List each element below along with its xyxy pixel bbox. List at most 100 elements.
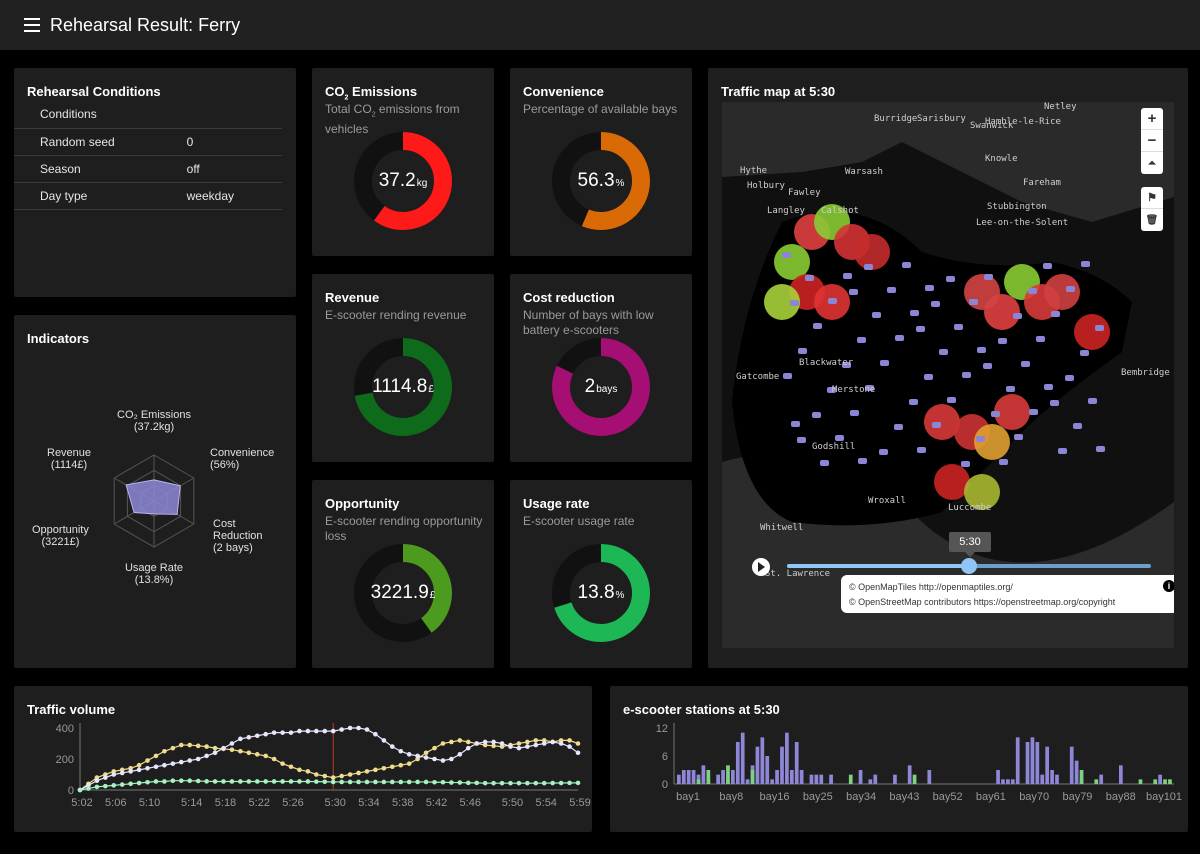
- data-point: [440, 779, 446, 785]
- bar: [726, 765, 730, 784]
- data-point: [195, 743, 201, 749]
- data-point: [297, 779, 302, 784]
- vehicle-marker: [954, 324, 963, 330]
- data-point: [195, 756, 201, 762]
- data-point: [271, 730, 277, 735]
- compass-button[interactable]: ⏶: [1148, 157, 1156, 169]
- traffic-map[interactable]: Netley Hamble-le-Rice Hythe Holbury Warsash B…: [722, 102, 1174, 648]
- vehicle-marker: [991, 411, 1000, 417]
- app-title: Rehearsal Result: Ferry: [50, 14, 241, 35]
- data-point: [145, 779, 150, 785]
- vehicle-marker: [961, 461, 970, 467]
- data-point: [533, 742, 539, 748]
- data-point: [356, 779, 361, 785]
- info-icon[interactable]: i: [1163, 580, 1174, 592]
- gauge-value: 13.8%: [510, 582, 692, 604]
- bar: [716, 774, 720, 784]
- x-tick-label: bay16: [760, 791, 790, 803]
- vehicle-marker: [895, 335, 904, 341]
- data-point: [533, 780, 539, 786]
- data-point: [474, 780, 480, 786]
- data-point: [516, 780, 522, 786]
- vehicle-marker: [976, 436, 985, 442]
- play-button[interactable]: [752, 558, 770, 576]
- attribution-line[interactable]: © OpenMapTiles http://openmaptiles.org/: [849, 582, 1013, 592]
- vehicle-marker: [917, 447, 926, 453]
- data-point: [541, 780, 547, 786]
- vehicle-marker: [909, 399, 918, 405]
- bar: [1158, 774, 1162, 784]
- vehicle-marker: [843, 273, 852, 279]
- bookmark-button[interactable]: ⚑: [1141, 187, 1163, 209]
- vehicle-marker: [1065, 375, 1074, 381]
- gauge-value: 2bays: [510, 376, 692, 398]
- data-point: [508, 780, 513, 786]
- bar: [696, 779, 701, 784]
- bar: [1025, 742, 1030, 784]
- radar-label-opportunity: Opportunity (3221£): [32, 524, 89, 548]
- x-tick-label: bay88: [1106, 791, 1136, 803]
- delete-button[interactable]: 🗑: [1145, 214, 1159, 226]
- vehicle-marker: [946, 276, 955, 282]
- data-point: [238, 779, 243, 784]
- data-point: [457, 738, 463, 743]
- map-place-label: Calshot: [821, 206, 859, 216]
- traffic-cluster: [924, 404, 960, 440]
- traffic-cluster: [964, 474, 1000, 510]
- map-place-label: Burridge: [874, 114, 918, 124]
- zoom-out-button[interactable]: −: [1141, 130, 1163, 152]
- traffic-cluster: [974, 424, 1010, 460]
- bar: [907, 765, 912, 784]
- time-slider-thumb[interactable]: [961, 558, 977, 574]
- bar: [770, 779, 775, 784]
- data-point: [449, 739, 454, 745]
- vehicle-marker: [910, 310, 919, 316]
- map-place-label: Swanwick: [970, 121, 1014, 131]
- x-tick-label: 5:14: [181, 797, 202, 809]
- data-point: [145, 758, 150, 763]
- map-canvas[interactable]: [722, 102, 1174, 648]
- radar-label-revenue: Revenue (1114£): [47, 447, 91, 471]
- menu-icon[interactable]: [24, 18, 40, 32]
- data-point: [314, 779, 319, 784]
- zoom-in-button[interactable]: +: [1141, 108, 1163, 130]
- gauge-value: 3221.9£: [312, 582, 494, 604]
- x-tick-label: 5:38: [392, 797, 413, 809]
- data-point: [254, 733, 260, 739]
- vehicle-marker: [828, 298, 837, 304]
- data-point: [314, 728, 319, 734]
- data-point: [271, 756, 277, 762]
- data-point: [229, 779, 235, 784]
- bar: [1001, 779, 1005, 784]
- data-point: [406, 752, 412, 757]
- radar-label-value: (56%): [210, 459, 240, 471]
- radar-label-convenience: Convenience (56%): [210, 447, 274, 471]
- bar: [1074, 760, 1079, 784]
- data-point: [153, 753, 159, 759]
- vehicle-marker: [782, 252, 791, 258]
- radar-label-text: Convenience: [210, 447, 275, 459]
- data-point: [457, 752, 463, 757]
- bar: [819, 774, 824, 784]
- vehicle-marker: [925, 285, 934, 291]
- data-point: [162, 762, 167, 768]
- bar: [1079, 770, 1084, 784]
- data-point: [119, 782, 125, 787]
- vehicle-marker: [879, 449, 888, 455]
- time-slider[interactable]: [787, 558, 1151, 574]
- data-point: [128, 769, 133, 774]
- data-point: [415, 779, 420, 785]
- data-point: [238, 736, 243, 742]
- bar: [1015, 737, 1020, 784]
- attribution-line[interactable]: © OpenStreetMap contributors https://ope…: [849, 597, 1116, 607]
- map-place-label: St. Lawrence: [765, 569, 831, 579]
- metric-title: Opportunity: [325, 496, 400, 511]
- data-point: [541, 741, 547, 746]
- bar: [755, 746, 760, 784]
- data-point: [136, 762, 142, 768]
- bar: [681, 770, 686, 784]
- traffic-volume-card: Traffic volume 0 200 400 5:02 5:06 5:10 5:14 5:…: [14, 686, 592, 832]
- gauge-usage: [552, 544, 650, 642]
- metric-title: Revenue: [325, 290, 380, 305]
- data-point: [280, 730, 285, 735]
